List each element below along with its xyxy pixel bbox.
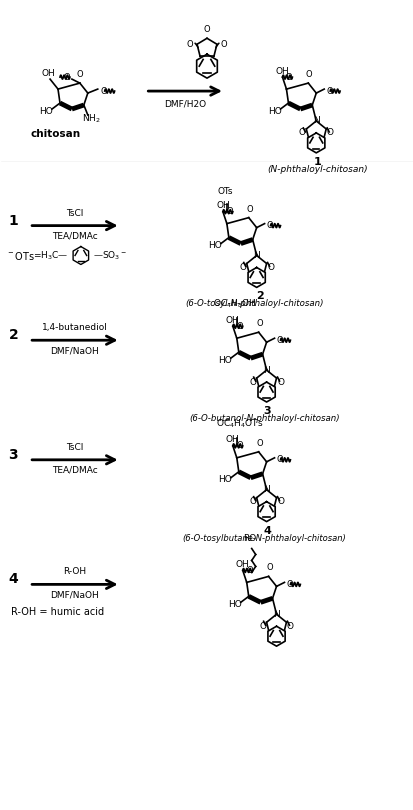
Text: 2: 2: [255, 292, 263, 301]
Text: O: O: [285, 73, 292, 82]
Text: N: N: [253, 251, 259, 260]
Text: 3: 3: [263, 406, 271, 416]
Text: HO: HO: [218, 475, 231, 484]
Text: O: O: [249, 497, 256, 506]
Text: 1: 1: [8, 214, 18, 228]
Text: O: O: [326, 129, 333, 138]
Text: O: O: [249, 377, 256, 386]
Text: 1,4-butanediol: 1,4-butanediol: [42, 323, 107, 332]
Text: RO: RO: [242, 534, 256, 543]
Text: HO: HO: [39, 106, 53, 116]
Text: 1: 1: [313, 157, 320, 167]
Text: O: O: [239, 263, 246, 272]
Text: OH: OH: [235, 560, 249, 569]
Text: O: O: [235, 322, 242, 330]
Text: 4: 4: [263, 526, 271, 535]
Text: O: O: [256, 319, 262, 328]
Text: OH: OH: [216, 201, 229, 210]
Text: O: O: [221, 40, 227, 49]
Text: HO: HO: [267, 106, 281, 116]
Text: O: O: [100, 87, 107, 96]
Text: N: N: [273, 610, 279, 619]
Text: HO: HO: [228, 600, 241, 609]
Text: O: O: [266, 263, 273, 272]
Text: (N-phthaloyl-chitosan): (N-phthaloyl-chitosan): [266, 164, 367, 174]
Text: O: O: [325, 87, 332, 96]
Text: chitosan: chitosan: [31, 129, 81, 139]
Text: O: O: [276, 377, 283, 386]
Text: TEA/DMAc: TEA/DMAc: [52, 466, 97, 475]
Text: O: O: [305, 70, 312, 79]
Text: (6-O-butanol-N-phthaloyl-chitosan): (6-O-butanol-N-phthaloyl-chitosan): [189, 414, 339, 423]
Text: DMF/NaOH: DMF/NaOH: [50, 590, 99, 599]
Text: OH: OH: [225, 316, 239, 325]
Text: OH: OH: [225, 436, 239, 445]
Text: OH: OH: [275, 66, 289, 75]
Text: O: O: [225, 207, 232, 216]
Text: O: O: [256, 439, 262, 448]
Text: R-OH: R-OH: [63, 568, 86, 577]
Text: $^-$OTs: $^-$OTs: [6, 249, 36, 262]
Text: 4: 4: [8, 573, 18, 586]
Text: HO: HO: [208, 241, 221, 250]
Text: O: O: [276, 497, 283, 506]
Text: O: O: [298, 129, 305, 138]
Text: (6-O-tosylbutane-N-phthaloyl-chitosan): (6-O-tosylbutane-N-phthaloyl-chitosan): [182, 534, 346, 543]
Text: HO: HO: [218, 356, 231, 364]
Text: O: O: [266, 564, 272, 573]
Text: TEA/DMAc: TEA/DMAc: [52, 232, 97, 241]
Text: N: N: [312, 117, 319, 126]
Text: O: O: [286, 580, 292, 589]
Text: O: O: [266, 221, 273, 230]
Text: OC$_4$H$_4$OTs: OC$_4$H$_4$OTs: [216, 417, 263, 430]
Text: TsCl: TsCl: [66, 443, 83, 452]
Text: O: O: [246, 205, 252, 214]
Text: O: O: [235, 441, 242, 450]
Text: O: O: [286, 622, 293, 631]
Text: O: O: [276, 335, 282, 345]
Text: O: O: [203, 25, 210, 34]
Text: OTs: OTs: [216, 187, 232, 196]
Text: =H$_3$C—: =H$_3$C—: [33, 249, 69, 262]
Text: DMF/NaOH: DMF/NaOH: [50, 346, 99, 356]
Text: O: O: [76, 70, 83, 79]
Text: O: O: [245, 566, 252, 575]
Text: O: O: [186, 40, 192, 49]
Text: R-OH = humic acid: R-OH = humic acid: [11, 608, 104, 617]
Text: N: N: [263, 365, 269, 374]
Text: OC$_4$H$_8$OH: OC$_4$H$_8$OH: [212, 298, 256, 310]
Text: TsCl: TsCl: [66, 209, 83, 218]
Text: 2: 2: [8, 328, 18, 343]
Text: OH: OH: [41, 69, 55, 78]
Text: NH$_2$: NH$_2$: [82, 113, 101, 126]
Text: —SO$_3$$^-$: —SO$_3$$^-$: [93, 249, 126, 262]
Text: 3: 3: [9, 448, 18, 462]
Text: N: N: [263, 485, 269, 494]
Text: DMF/H2O: DMF/H2O: [164, 99, 206, 108]
Text: O: O: [259, 622, 266, 631]
Text: O: O: [276, 455, 282, 464]
Text: (6-O-tosyl-N-phthaloyl-chitosan): (6-O-tosyl-N-phthaloyl-chitosan): [185, 300, 323, 309]
Text: O: O: [63, 73, 70, 82]
